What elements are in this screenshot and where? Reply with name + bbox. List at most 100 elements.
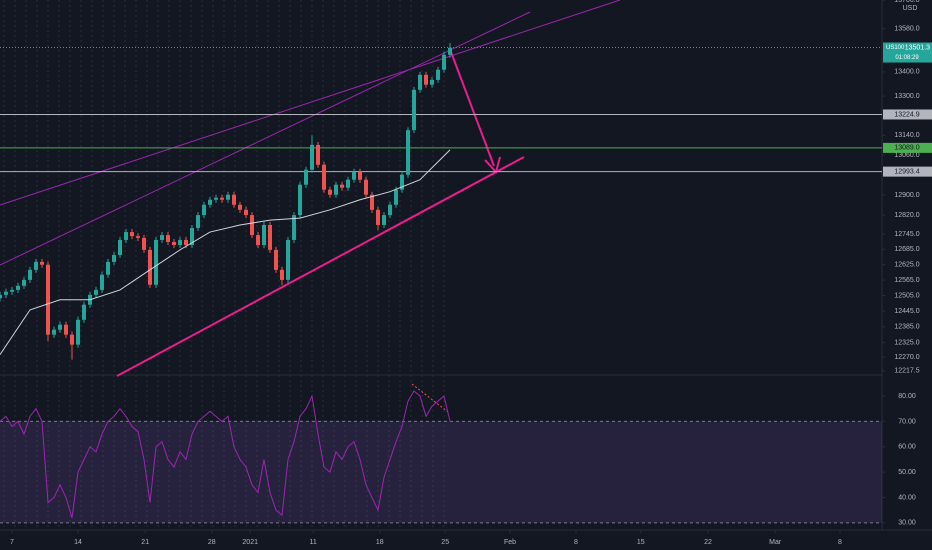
candle-body	[346, 179, 350, 188]
x-tick-label: Feb	[504, 539, 516, 546]
candle-body	[334, 184, 338, 195]
candle-body	[382, 215, 386, 225]
candle-body	[220, 197, 224, 200]
moving-average	[0, 149, 451, 355]
x-tick-label: 14	[74, 539, 82, 546]
y-tick-label: 12385.0	[894, 324, 919, 331]
candle-body	[238, 204, 242, 210]
level-label: 13224.9	[894, 111, 919, 118]
candle-body	[94, 289, 98, 295]
candle-body	[100, 274, 104, 290]
candle-body	[316, 144, 320, 165]
x-tick-label: 25	[441, 539, 449, 546]
candle-body	[400, 174, 404, 190]
candle-body	[358, 171, 362, 180]
y-tick-label: 13060.0	[894, 152, 919, 159]
rsi-tick-label: 50.00	[898, 469, 916, 476]
candle-body	[250, 215, 254, 236]
candle-body	[322, 164, 326, 190]
candle-body	[202, 204, 206, 216]
rsi-tick-label: 80.00	[898, 393, 916, 400]
candle-body	[46, 264, 50, 335]
candle-body	[328, 189, 332, 195]
candle-body	[436, 69, 440, 80]
candle-body	[184, 239, 188, 246]
candle-body	[0, 294, 2, 299]
candle-body	[166, 235, 170, 242]
candle-body	[340, 184, 344, 188]
rsi-tick-label: 70.00	[898, 418, 916, 425]
symbol: US100	[886, 45, 905, 51]
candle-body	[430, 79, 434, 85]
candle-body	[286, 239, 290, 280]
candle-body	[76, 319, 80, 345]
candle-body	[178, 239, 182, 246]
trend-line	[0, 11, 531, 266]
candle-body	[214, 197, 218, 200]
candle-body	[376, 209, 380, 225]
candle-body	[82, 304, 86, 320]
x-tick-label: 18	[376, 539, 384, 546]
candle-body	[136, 236, 140, 238]
level-label: 13089.0	[894, 145, 919, 152]
y-tick-label: 12445.0	[894, 308, 919, 315]
candle-body	[34, 261, 38, 270]
candle-body	[112, 254, 116, 262]
x-tick-label: 8	[838, 539, 842, 546]
trend-line	[0, 0, 621, 206]
candle-body	[412, 89, 416, 131]
candle-body	[70, 334, 74, 345]
candle-body	[16, 285, 20, 290]
level-box	[883, 109, 932, 120]
candle-body	[106, 261, 110, 275]
candle-body	[352, 171, 356, 180]
candle-body	[148, 249, 152, 285]
y-tick-label: 13140.0	[894, 132, 919, 139]
candle-body	[22, 279, 26, 286]
candle-body	[118, 239, 122, 255]
level-box	[883, 166, 932, 177]
candle-body	[448, 47, 452, 55]
y-tick-label: 12565.0	[894, 277, 919, 284]
candle-body	[226, 194, 230, 200]
x-tick-label: 28	[208, 539, 216, 546]
candle-body	[442, 54, 446, 70]
x-tick-label: 2021	[242, 539, 258, 546]
candle-body	[280, 269, 284, 280]
candle-body	[304, 169, 308, 185]
candle-body	[262, 224, 266, 246]
last-price-label: 13501.3	[905, 44, 930, 51]
candle-body	[370, 194, 374, 210]
currency: USD	[903, 5, 918, 12]
candle-body	[208, 199, 212, 205]
x-tick-label: Mar	[769, 539, 782, 546]
candle-body	[10, 289, 14, 292]
candle-body	[154, 239, 158, 285]
y-tick-label: 13400.0	[894, 69, 919, 76]
candle-body	[160, 235, 164, 240]
candle-body	[394, 189, 398, 205]
candle-body	[256, 235, 260, 246]
candle-body	[4, 291, 8, 295]
candle-body	[424, 74, 428, 85]
level-box	[883, 142, 932, 153]
candle-body	[28, 269, 32, 280]
rsi-band	[0, 421, 882, 523]
channel-line	[116, 156, 525, 377]
candle-body	[142, 237, 146, 250]
candle-body	[232, 194, 236, 205]
candle-body	[244, 209, 248, 216]
x-tick-label: 11	[310, 539, 317, 546]
candle-body	[418, 74, 422, 90]
candle-body	[268, 224, 272, 250]
candle-body	[298, 184, 302, 216]
y-tick-label: 13700.0	[894, 0, 919, 4]
candle-body	[64, 324, 68, 335]
rsi-tick-label: 40.00	[898, 494, 916, 501]
candle-body	[190, 228, 194, 246]
candle-body	[52, 329, 56, 335]
last-price-box	[883, 42, 932, 63]
x-tick-label: 8	[574, 539, 578, 546]
x-tick-label: 15	[637, 539, 645, 546]
